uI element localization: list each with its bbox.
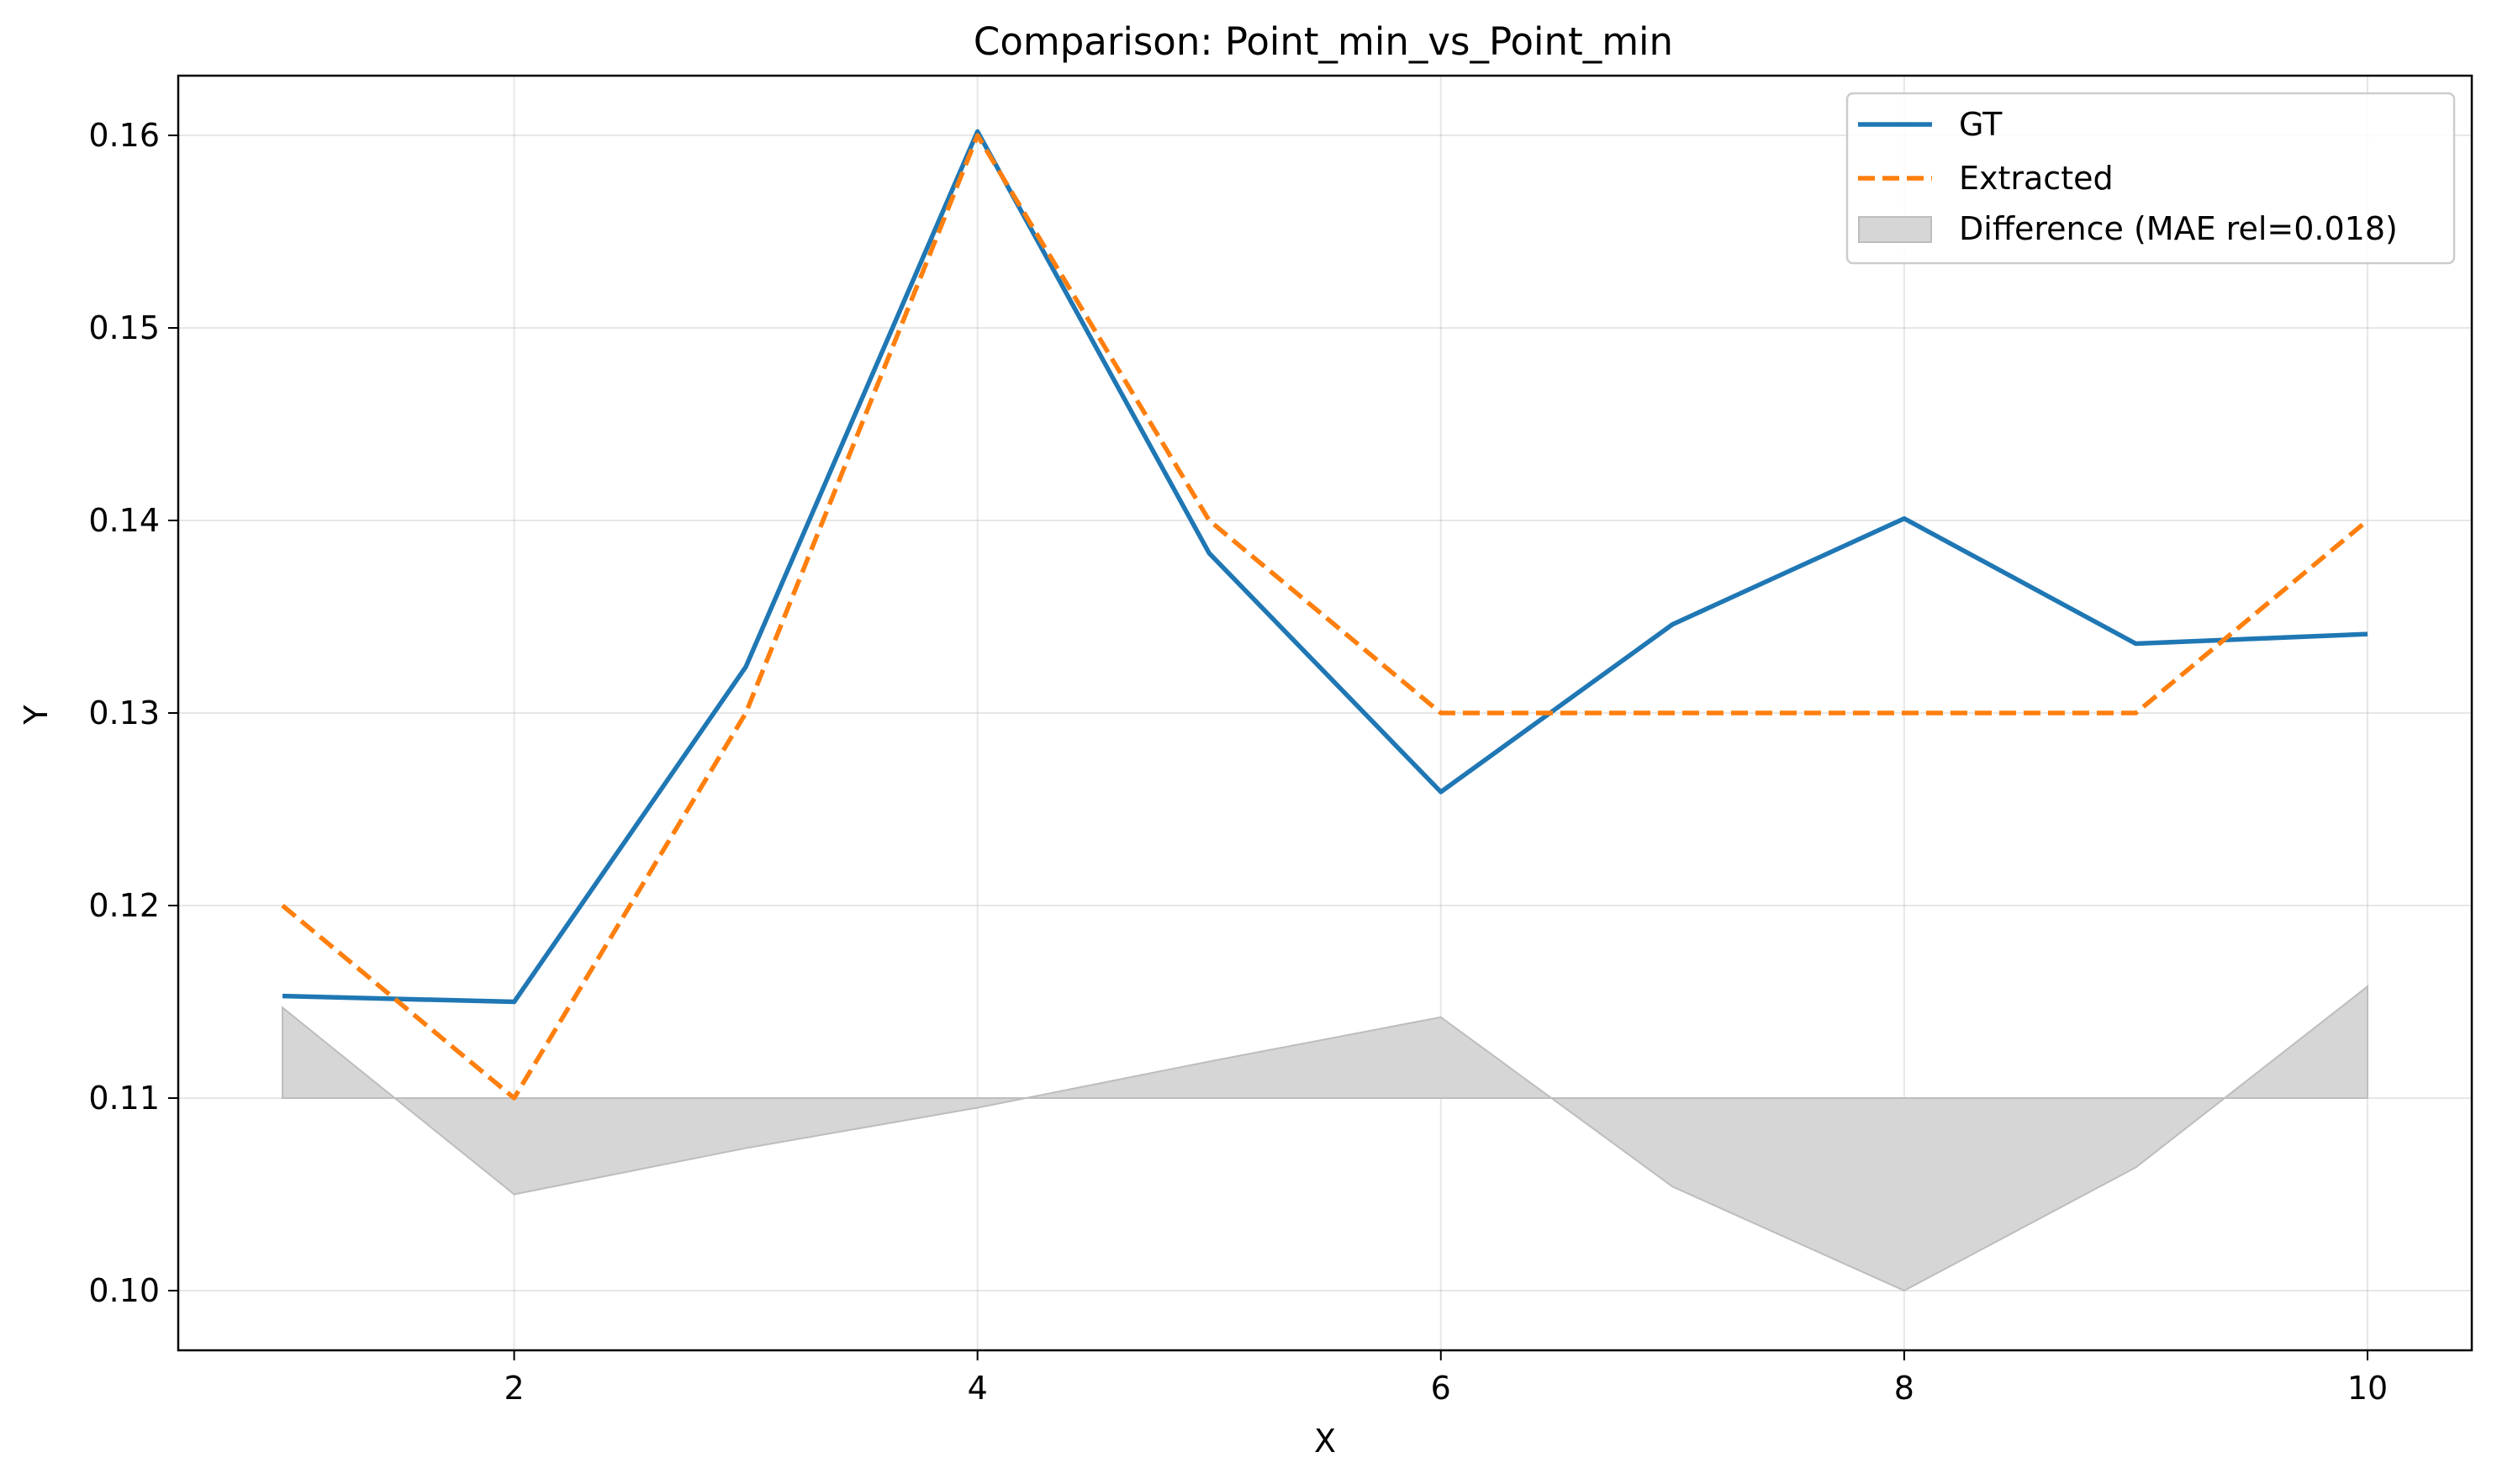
y-axis-title: Y	[18, 705, 55, 726]
series-line-extracted	[281, 133, 2369, 1101]
difference-area-polygon	[282, 985, 2368, 1292]
y-tick-label: 0.16	[88, 117, 160, 154]
chart-title: Comparison: Point_min_vs_Point_min	[974, 19, 1673, 64]
difference-area	[282, 985, 2368, 1292]
y-tick-label: 0.11	[88, 1080, 160, 1117]
y-tick-label: 0.14	[88, 502, 160, 539]
y-tick-label: 0.10	[88, 1272, 160, 1309]
x-tick-label: 10	[2347, 1370, 2388, 1407]
legend-difference-swatch	[1858, 216, 1932, 243]
y-tick-label: 0.13	[88, 694, 160, 731]
x-tick-label: 8	[1894, 1370, 1914, 1407]
series-line-gt	[282, 129, 2368, 1005]
x-tick-label: 4	[968, 1370, 988, 1407]
legend-extracted-label: Extracted	[1959, 160, 2114, 197]
x-tick-label: 2	[504, 1370, 524, 1407]
y-tick-label: 0.12	[88, 887, 160, 924]
y-tick-label: 0.15	[88, 309, 160, 346]
legend-box	[1845, 92, 2456, 265]
legend-difference-label: Difference (MAE rel=0.018)	[1959, 210, 2398, 247]
axis-ticks: 2 4 6 8 10 0.10 0.11 0.12 0.13 0.14 0.15 0.16	[88, 117, 2388, 1407]
x-tick-label: 6	[1431, 1370, 1451, 1407]
legend: GT Extracted Difference (MAE rel=0.018)	[1845, 92, 2456, 265]
x-axis-title: X	[1314, 1423, 1336, 1460]
series-lines	[281, 129, 2369, 1101]
legend-gt-label: GT	[1959, 106, 2003, 143]
